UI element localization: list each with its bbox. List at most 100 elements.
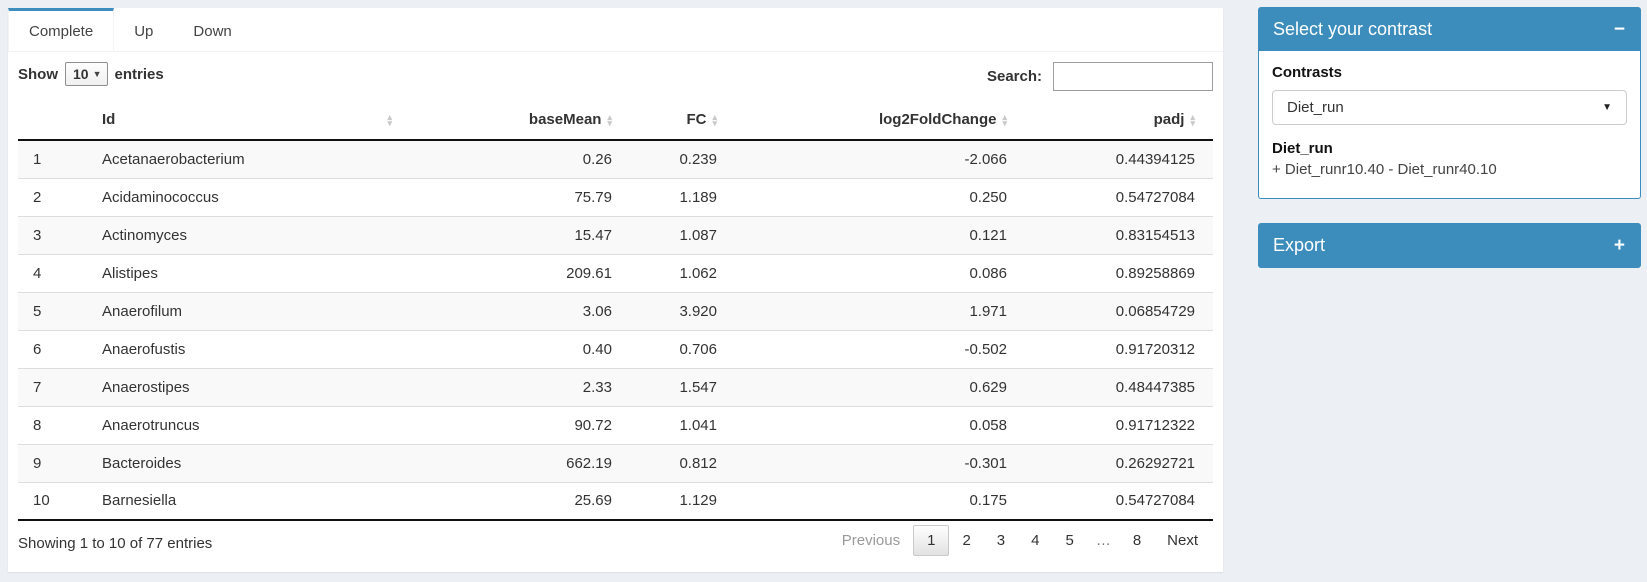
export-box-header: Export + [1258,223,1641,268]
pagination-previous[interactable]: Previous [841,532,901,549]
cell-log2foldchange: 0.058 [969,416,1007,434]
cell-fc: 1.189 [679,188,717,206]
tab-bar: Complete Up Down [8,8,1223,52]
collapse-plus-icon[interactable]: + [1613,235,1625,256]
page-length-select[interactable]: 10 ▼ [65,62,108,86]
cell-basemean: 25.69 [574,492,612,510]
pagination: Previous 1 2 3 4 5 … 8 Next [829,525,1211,556]
table-row[interactable]: 9 Bacteroides 662.19 0.812 -0.301 0.26292721 [18,444,1213,482]
cell-rownum: 9 [33,454,42,472]
search-control: Search: [987,62,1213,91]
results-panel: Complete Up Down Show 10 ▼ entries Searc… [8,8,1223,572]
cell-log2foldchange: 0.121 [969,226,1007,244]
pagination-page-4[interactable]: 4 [1031,532,1040,549]
export-box-title: Export [1273,235,1326,255]
tab-down[interactable]: Down [193,22,232,40]
cell-rownum: 6 [33,340,42,358]
table-header-row: Id ▴ ▾ baseMean ▴ ▾ FC ▴ ▾ [18,100,1213,141]
cell-log2foldchange: 1.971 [969,302,1007,320]
cell-rownum: 10 [33,492,50,510]
column-label: log2FoldChange [878,111,997,128]
column-header-basemean[interactable]: baseMean ▴ ▾ [398,100,620,141]
cell-log2foldchange: -2.066 [964,150,1007,168]
pagination-page-5[interactable]: 5 [1065,532,1074,549]
column-header-padj[interactable]: padj ▴ ▾ [1015,100,1213,141]
pagination-pages: 1 2 3 4 5 … 8 [913,525,1154,556]
cell-fc: 3.920 [679,302,717,320]
pagination-page-1[interactable]: 1 [913,525,950,556]
sort-icon: ▴ ▾ [387,111,392,128]
table-row[interactable]: 4 Alistipes 209.61 1.062 0.086 0.89258869 [18,254,1213,292]
cell-padj: 0.44394125 [1115,150,1195,168]
cell-rownum: 7 [33,378,42,396]
sort-icon: ▴ ▾ [712,111,717,128]
collapse-minus-icon[interactable]: − [1613,18,1625,40]
contrast-box-header: Select your contrast − [1258,7,1641,51]
cell-log2foldchange: 0.250 [969,188,1007,206]
pagination-next[interactable]: Next [1167,532,1198,549]
cell-padj: 0.54727084 [1115,188,1195,206]
cell-id: Acetanaerobacterium [102,150,245,168]
cell-basemean: 75.79 [574,188,612,206]
tab-up[interactable]: Up [134,22,154,40]
pagination-page-3[interactable]: 3 [996,532,1006,549]
column-header-log2foldchange[interactable]: log2FoldChange ▴ ▾ [725,100,1015,141]
table-row[interactable]: 7 Anaerostipes 2.33 1.547 0.629 0.48447385 [18,368,1213,406]
table-row[interactable]: 6 Anaerofustis 0.40 0.706 -0.502 0.91720312 [18,330,1213,368]
column-label: padj [1153,111,1185,128]
dropdown-caret-icon: ▼ [1602,102,1612,113]
column-label: FC [686,111,707,128]
table-row[interactable]: 1 Acetanaerobacterium 0.26 0.239 -2.066 0.443… [18,140,1213,178]
cell-id: Actinomyces [102,226,188,244]
cell-basemean: 90.72 [574,416,612,434]
export-box: Export + [1258,223,1641,268]
cell-fc: 1.547 [679,378,717,396]
cell-fc: 1.087 [679,226,717,244]
cell-fc: 0.706 [679,340,717,358]
cell-basemean: 3.06 [582,302,612,320]
table-row[interactable]: 2 Acidaminococcus 75.79 1.189 0.250 0.5472708… [18,178,1213,216]
results-table: Id ▴ ▾ baseMean ▴ ▾ FC ▴ ▾ [18,100,1213,521]
table-body: 1 Acetanaerobacterium 0.26 0.239 -2.066 0.443… [18,140,1213,520]
column-label: baseMean [528,111,602,128]
search-input[interactable] [1053,62,1213,91]
cell-log2foldchange: -0.502 [964,340,1007,358]
table-info: Showing 1 to 10 of 77 entries [18,535,213,552]
cell-id: Acidaminococcus [102,188,219,206]
column-header-fc[interactable]: FC ▴ ▾ [620,100,725,141]
cell-fc: 0.239 [679,150,717,168]
table-row[interactable]: 5 Anaerofilum 3.06 3.920 1.971 0.06854729 [18,292,1213,330]
column-label: Id [102,111,116,128]
search-label: Search: [986,68,1042,85]
cell-fc: 1.129 [679,492,717,510]
cell-basemean: 0.40 [582,340,612,358]
cell-padj: 0.06854729 [1115,302,1195,320]
cell-basemean: 15.47 [574,226,612,244]
contrast-detail-title: Diet_run [1272,140,1333,157]
cell-id: Anaerofilum [102,302,183,320]
cell-basemean: 0.26 [582,150,612,168]
cell-id: Barnesiella [102,492,177,510]
contrast-box-title: Select your contrast [1273,18,1433,39]
cell-basemean: 2.33 [582,378,612,396]
table-row[interactable]: 8 Anaerotruncus 90.72 1.041 0.058 0.91712322 [18,406,1213,444]
cell-padj: 0.91712322 [1115,416,1195,434]
cell-rownum: 2 [33,188,42,206]
column-header-rownum [18,100,88,141]
cell-fc: 1.041 [679,416,717,434]
cell-log2foldchange: 0.175 [969,492,1007,510]
pagination-page-2[interactable]: 2 [962,532,971,549]
cell-id: Anaerostipes [102,378,190,396]
cell-id: Bacteroides [102,454,182,472]
pagination-page-8[interactable]: 8 [1132,532,1142,549]
cell-rownum: 8 [33,416,42,434]
contrast-box: Select your contrast − Contrasts Diet_ru… [1258,7,1641,199]
cell-padj: 0.89258869 [1115,264,1195,282]
column-header-id[interactable]: Id ▴ ▾ [88,100,398,141]
table-row[interactable]: 3 Actinomyces 15.47 1.087 0.121 0.83154513 [18,216,1213,254]
tab-complete[interactable]: Complete [8,8,115,51]
cell-log2foldchange: 0.086 [969,264,1007,282]
table-row[interactable]: 10 Barnesiella 25.69 1.129 0.175 0.54727084 [18,482,1213,520]
contrast-select[interactable]: Diet_run ▼ [1272,90,1627,125]
sort-icon: ▴ ▾ [1002,111,1007,128]
